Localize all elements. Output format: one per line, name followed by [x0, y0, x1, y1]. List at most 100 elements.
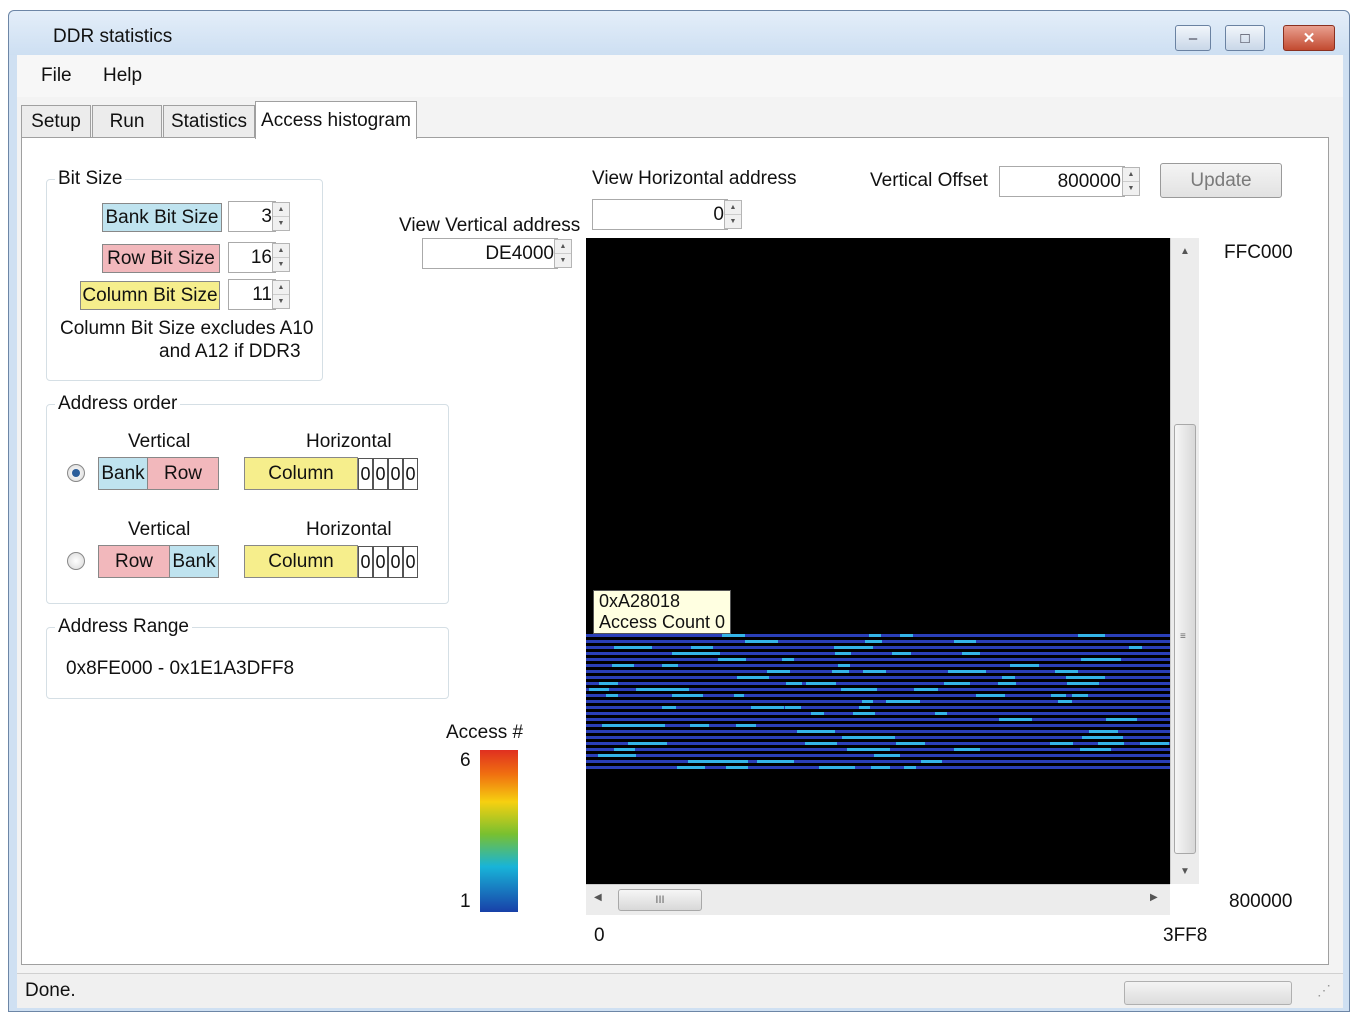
histogram-access-segment: [598, 754, 636, 757]
title-bar[interactable]: DDR statistics – □ ✕: [9, 11, 1349, 55]
histogram-access-segment: [1098, 742, 1124, 745]
histogram-vertical-scrollbar[interactable]: ▲ ≡ ▼: [1170, 238, 1199, 884]
option1-row-box: Row: [147, 457, 219, 490]
histogram-access-segment: [892, 652, 911, 655]
legend-title: Access #: [446, 722, 524, 743]
bit-size-group: [46, 179, 323, 381]
option2-row-box: Row: [98, 545, 170, 578]
bit-box: 0: [358, 458, 373, 490]
grip-icon: ≡: [1180, 631, 1186, 642]
resize-grip-icon[interactable]: ⋰: [1317, 982, 1331, 998]
tab-setup[interactable]: Setup: [21, 105, 91, 138]
histogram-access-segment: [806, 682, 836, 685]
view-horizontal-address-label: View Horizontal address: [592, 168, 797, 189]
address-order-group: [46, 404, 449, 604]
histogram-access-segment: [1089, 730, 1118, 733]
update-button[interactable]: Update: [1160, 163, 1282, 198]
horizontal-scroll-thumb[interactable]: III: [618, 889, 702, 911]
tab-run[interactable]: Run: [92, 105, 162, 138]
row-bit-size-label: Row Bit Size: [102, 244, 220, 273]
histogram-tooltip: 0xA28018 Access Count 0: [593, 590, 731, 634]
histogram-access-segment: [811, 712, 824, 715]
maximize-button[interactable]: □: [1225, 25, 1265, 51]
histogram-canvas: [586, 634, 1170, 769]
histogram-access-segment: [672, 652, 705, 655]
vertical-offset-spinner[interactable]: ▲ ▼: [1122, 167, 1140, 196]
address-order-radio-bank-row[interactable]: [67, 464, 85, 482]
row-bit-size-input[interactable]: 16: [228, 242, 276, 273]
histogram-row-stripe: [586, 682, 1170, 685]
histogram-row-stripe: [586, 694, 1170, 697]
view-vertical-address-spinner[interactable]: ▲ ▼: [554, 239, 572, 268]
histogram-access-segment: [1055, 670, 1078, 673]
vertical-offset-input[interactable]: 800000: [999, 166, 1125, 197]
histogram-access-segment: [841, 688, 877, 691]
column-bit-size-input[interactable]: 11: [228, 279, 276, 310]
histogram-access-segment: [835, 652, 851, 655]
address-order-radio-row-bank[interactable]: [67, 552, 85, 570]
x-axis-left-label: 0: [594, 925, 605, 946]
histogram-access-segment: [834, 646, 872, 649]
column-bit-size-label: Column Bit Size: [80, 281, 220, 310]
address-range-group: [46, 627, 449, 699]
vertical-scroll-thumb[interactable]: ≡: [1174, 424, 1196, 854]
histogram-access-segment: [1080, 748, 1111, 751]
minimize-button[interactable]: –: [1175, 25, 1211, 51]
tab-access-histogram[interactable]: Access histogram: [255, 101, 417, 139]
histogram-row-stripe: [586, 712, 1170, 715]
histogram-access-segment: [865, 640, 882, 643]
histogram-access-segment: [606, 694, 618, 697]
bank-bit-size-input[interactable]: 3: [228, 201, 276, 232]
menu-help[interactable]: Help: [103, 65, 143, 86]
histogram-access-segment: [690, 724, 709, 727]
scroll-up-icon[interactable]: ▲: [1180, 246, 1190, 257]
histogram-row-stripe: [586, 730, 1170, 733]
option1-horizontal-label: Horizontal: [306, 431, 392, 452]
histogram-access-segment: [656, 688, 689, 691]
histogram-access-segment: [662, 664, 678, 667]
scroll-down-icon[interactable]: ▼: [1180, 866, 1190, 877]
histogram-access-segment: [1078, 634, 1105, 637]
histogram-access-segment: [847, 748, 886, 751]
column-bit-size-spinner[interactable]: ▲ ▼: [272, 280, 290, 309]
histogram-access-segment: [900, 634, 913, 637]
histogram-access-segment: [726, 766, 748, 769]
histogram-access-segment: [1072, 694, 1088, 697]
histogram-access-segment: [998, 682, 1016, 685]
bank-bit-size-spinner[interactable]: ▲ ▼: [272, 202, 290, 231]
menu-file[interactable]: File: [41, 65, 72, 86]
tooltip-access-count: Access Count 0: [599, 612, 726, 632]
histogram-access-segment: [832, 670, 849, 673]
view-vertical-address-input[interactable]: DE4000: [422, 238, 558, 269]
histogram-row-stripe: [586, 658, 1170, 661]
bit-box: 0: [373, 546, 388, 578]
close-button[interactable]: ✕: [1283, 25, 1335, 51]
histogram-access-segment: [976, 694, 1005, 697]
scroll-left-icon[interactable]: ◀: [594, 892, 602, 903]
access-color-legend: [480, 750, 518, 912]
scroll-right-icon[interactable]: ▶: [1150, 892, 1158, 903]
histogram-access-segment: [767, 670, 790, 673]
histogram-access-segment: [1058, 700, 1072, 703]
tab-statistics[interactable]: Statistics: [163, 105, 255, 138]
histogram-access-segment: [722, 634, 745, 637]
histogram-access-segment: [691, 646, 713, 649]
histogram-access-segment: [589, 688, 609, 691]
histogram-access-segment: [999, 718, 1019, 721]
view-horizontal-address-spinner[interactable]: ▲ ▼: [724, 200, 742, 229]
bit-box: 0: [403, 546, 418, 578]
address-range-title: Address Range: [55, 616, 192, 638]
histogram-access-segment: [914, 688, 938, 691]
histogram-access-segment: [1002, 676, 1015, 679]
x-axis-right-label: 3FF8: [1163, 925, 1208, 946]
histogram-access-segment: [677, 766, 701, 769]
histogram-horizontal-scrollbar[interactable]: ◀ III ▶: [586, 884, 1170, 915]
histogram-access-segment: [632, 724, 644, 727]
histogram-plot[interactable]: [586, 238, 1170, 884]
view-horizontal-address-input[interactable]: 0: [592, 199, 728, 230]
option1-vertical-label: Vertical: [128, 431, 191, 452]
histogram-access-segment: [881, 754, 900, 757]
legend-max-label: 6: [460, 750, 471, 771]
row-bit-size-spinner[interactable]: ▲ ▼: [272, 243, 290, 272]
option2-column-box: Column: [244, 545, 358, 578]
